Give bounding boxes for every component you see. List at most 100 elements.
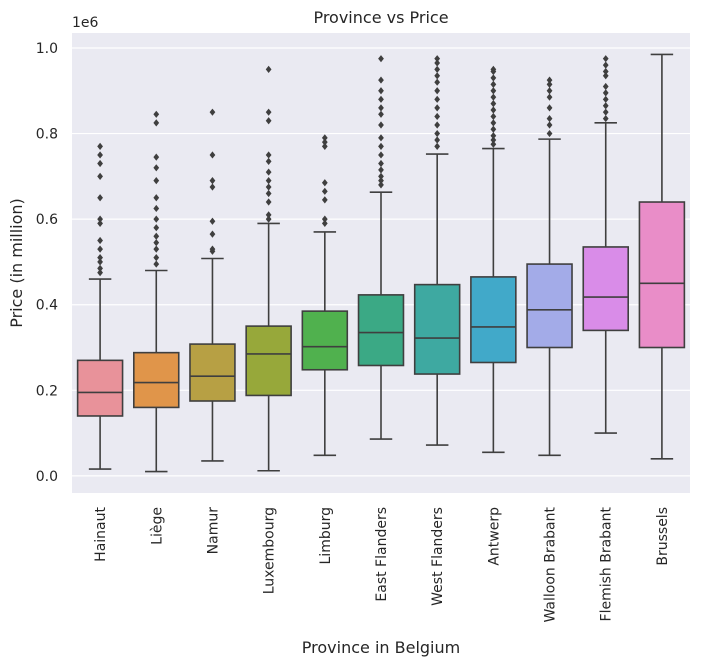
box-group [76,142,124,470]
outlier-point [153,110,160,118]
box-group [301,134,349,457]
outlier-point [209,245,216,253]
outlier-point [97,215,103,223]
outlier-point [546,121,553,129]
outlier-point [490,65,497,73]
x-tick-label: Hainaut [93,506,109,561]
box-group [638,53,686,460]
box-group [189,108,236,462]
outlier-point [265,177,272,185]
x-tick-labels: Hainaut Liège Namur Luxembourg Limburg East F… [93,506,671,622]
x-tick-label: West Flanders [430,507,446,606]
outlier-point [434,121,441,129]
outlier-point [602,82,609,91]
outlier-point [153,215,160,223]
outlier-point [265,108,272,116]
outlier-point [490,80,497,88]
outlier-point [490,132,497,140]
outlier-point [490,136,497,144]
outlier-point [97,219,103,228]
outlier-point [490,87,497,95]
outlier-point [321,138,328,146]
outlier-point [209,177,216,185]
outlier-point [546,129,553,138]
outlier-point [490,112,497,121]
outlier-point [153,224,160,232]
outlier-point [265,151,272,159]
outlier-point [321,179,328,187]
outlier-point [97,172,103,180]
outlier-point [602,72,609,80]
outlier-point [602,114,609,123]
box-group [470,65,517,454]
outlier-point [265,189,272,198]
x-tick-label: Flemish Brabant [599,506,615,621]
iqr-box [582,246,629,332]
outlier-point [97,264,103,272]
outlier-point [153,260,160,268]
outlier-point [378,159,384,168]
outlier-point [209,217,216,225]
outlier-point [153,164,160,172]
outlier-point [434,95,441,103]
y-tick-label: 0.4 [36,298,58,314]
iqr-box [526,263,573,349]
iqr-box [301,310,349,371]
outlier-point [602,95,609,103]
outlier-point [209,183,216,191]
outlier-point [209,108,216,116]
box-group [582,55,629,434]
x-tick-label: Namur [205,507,221,555]
outlier-point [490,106,497,114]
outlier-point [602,102,609,110]
outlier-point [434,87,441,95]
outlier-point [153,232,160,240]
y-tick-label: 1.0 [36,41,58,57]
iqr-box [189,343,236,402]
y-axis-label: Price (in million) [7,198,26,328]
outlier-point [378,76,384,84]
outlier-point [378,181,384,189]
outlier-point [546,76,553,84]
box-group [413,55,461,446]
outlier-point [546,87,553,95]
outlier-point [378,121,384,129]
outlier-point [378,110,384,118]
outlier-point [153,239,160,247]
iqr-box [413,283,461,375]
outlier-point [490,119,497,127]
outlier-point [434,142,441,150]
iqr-box [470,276,517,364]
outlier-point [265,65,272,73]
outlier-point [153,254,160,262]
outlier-point [378,134,384,142]
y-tick-label: 0.2 [36,383,58,399]
outlier-point [546,80,553,88]
outlier-point [153,194,160,202]
outlier-point [378,142,384,150]
iqr-box [638,201,686,349]
x-tick-label: Walloon Brabant [543,506,559,622]
y-tick-labels: 0.0 0.2 0.4 0.6 0.8 1.0 [36,41,58,485]
outlier-point [602,67,609,76]
y-tick-label: 0.8 [36,127,58,143]
outlier-point [602,89,609,97]
outlier-point [153,153,160,161]
box-group [245,65,292,472]
outlier-point [265,211,272,219]
outlier-point [97,254,103,262]
boxes [76,53,686,473]
outlier-point [378,151,384,159]
outlier-point [490,125,497,133]
outlier-point [265,215,272,223]
outlier-point [546,104,553,112]
outlier-point [153,245,160,253]
outlier-point [378,87,384,95]
outlier-point [321,196,328,204]
outlier-point [378,104,384,112]
outlier-point [434,104,441,112]
outlier-point [153,177,160,185]
outlier-point [434,129,441,138]
outlier-point [265,168,272,176]
